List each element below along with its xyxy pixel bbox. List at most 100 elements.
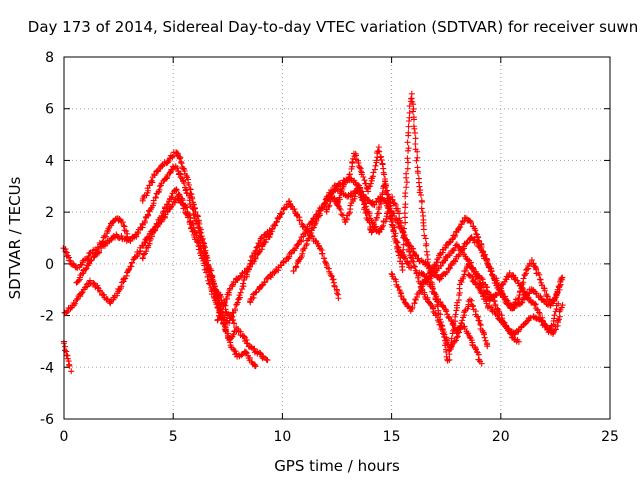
data-point: [326, 202, 333, 209]
data-point: [405, 145, 412, 152]
data-point: [291, 206, 298, 213]
data-point: [300, 246, 307, 253]
data-point: [358, 168, 365, 175]
data-point: [373, 214, 380, 221]
data-point: [384, 195, 391, 202]
data-point: [418, 199, 425, 206]
data-point: [503, 324, 510, 331]
data-point: [402, 201, 409, 208]
data-point: [488, 267, 495, 274]
data-point: [401, 225, 408, 232]
y-tick-label: 8: [45, 50, 54, 66]
data-point: [405, 147, 412, 154]
data-point: [366, 219, 373, 226]
data-point: [293, 263, 300, 270]
data-point: [296, 217, 303, 224]
data-point: [378, 156, 385, 163]
series-track-2: [60, 215, 131, 271]
data-point: [235, 295, 242, 302]
data-point: [78, 290, 85, 297]
data-point: [200, 250, 207, 257]
data-point: [370, 169, 377, 176]
data-point: [72, 300, 79, 307]
data-point: [160, 208, 167, 215]
series-track-13: [388, 270, 485, 367]
data-point: [422, 235, 429, 242]
data-point: [478, 244, 485, 251]
data-point: [442, 342, 449, 349]
data-point: [494, 279, 501, 286]
data-point: [389, 224, 396, 231]
data-point: [198, 245, 205, 252]
data-point: [140, 251, 147, 258]
data-point: [462, 267, 469, 274]
data-point: [337, 206, 344, 213]
data-point: [515, 338, 522, 345]
data-point: [408, 257, 415, 264]
data-point: [372, 162, 379, 169]
data-point: [333, 290, 340, 297]
data-point: [446, 239, 453, 246]
data-point: [171, 199, 178, 206]
x-tick-labels: 0 5 10 15 20 25: [60, 429, 619, 445]
data-point: [480, 331, 487, 338]
data-point: [79, 289, 86, 296]
x-tick-label: 15: [383, 429, 401, 445]
data-point: [385, 199, 392, 206]
data-point: [540, 297, 547, 304]
data-point: [400, 295, 407, 302]
data-point: [400, 234, 407, 241]
data-point: [537, 276, 544, 283]
data-point: [331, 282, 338, 289]
data-point: [411, 125, 418, 132]
data-point: [165, 201, 172, 208]
data-point: [85, 253, 92, 260]
data-point: [261, 279, 268, 286]
data-point: [198, 233, 205, 240]
data-point: [74, 295, 81, 302]
data-point: [225, 310, 232, 317]
y-tick-label: 4: [45, 153, 54, 169]
data-point: [143, 192, 150, 199]
series-track-10: [416, 214, 566, 311]
data-point: [414, 148, 421, 155]
data-point: [395, 283, 402, 290]
data-point: [349, 158, 356, 165]
data-point: [360, 173, 367, 180]
data-point: [248, 344, 255, 351]
data-point: [299, 250, 306, 257]
data-point: [555, 300, 562, 307]
data-point: [484, 343, 491, 350]
data-point: [313, 217, 320, 224]
data-point: [519, 299, 526, 306]
data-point: [438, 262, 445, 269]
data-point: [402, 300, 409, 307]
data-point: [519, 284, 526, 291]
data-point: [264, 357, 271, 364]
data-point: [253, 244, 260, 251]
data-point: [119, 219, 126, 226]
data-point: [402, 219, 409, 226]
data-point: [183, 204, 190, 211]
plot-frame: [63, 56, 611, 420]
data-point: [141, 218, 148, 225]
data-point: [90, 254, 97, 261]
data-point: [343, 215, 350, 222]
data-point: [252, 289, 259, 296]
data-point: [437, 319, 444, 326]
data-point: [144, 211, 151, 218]
data-point: [336, 194, 343, 201]
data-point: [437, 275, 444, 282]
data-point: [73, 297, 80, 304]
data-point: [477, 289, 484, 296]
y-tick-label: 6: [45, 102, 54, 118]
data-point: [403, 184, 410, 191]
data-point: [156, 186, 163, 193]
data-point: [68, 368, 75, 375]
data-point: [387, 208, 394, 215]
data-point: [376, 148, 383, 155]
data-point: [404, 260, 411, 267]
data-point: [469, 303, 476, 310]
data-point: [411, 263, 418, 270]
data-point: [190, 224, 197, 231]
